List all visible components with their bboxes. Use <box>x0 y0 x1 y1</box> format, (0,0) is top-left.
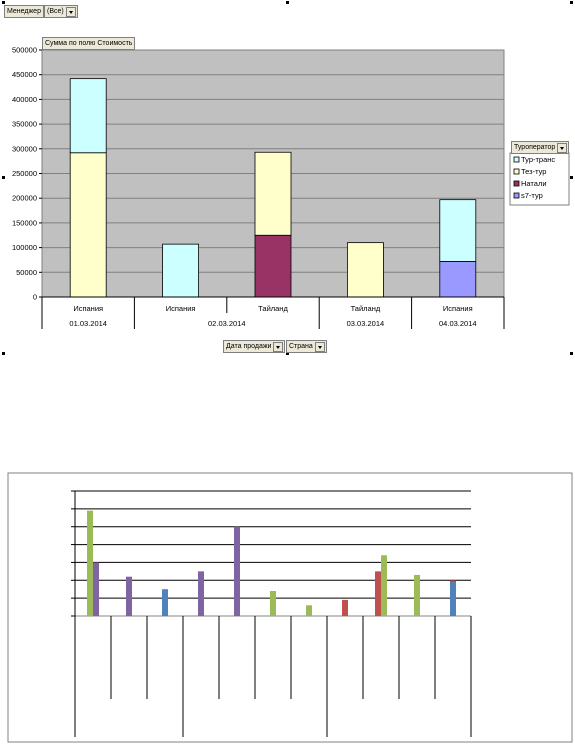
x-category-label: Испания <box>443 304 473 313</box>
chevron-down-icon[interactable] <box>314 342 325 352</box>
data-field-button[interactable]: Сумма по полю Стоимость <box>42 37 136 50</box>
x-group-label: 03.03.2014 <box>347 319 385 328</box>
chevron-down-icon[interactable] <box>557 143 568 153</box>
y-tick-label: 300000 <box>12 144 37 153</box>
x-axis: Испания Испания Тайланд Тайланд Испания 01.03… <box>41 296 505 329</box>
legend-swatch <box>513 156 520 163</box>
y-tick-label: 0 <box>33 293 37 302</box>
bar-segment[interactable] <box>439 261 477 298</box>
selection-handle[interactable] <box>286 352 289 355</box>
manager-field-label: Менеджер <box>7 8 41 15</box>
legend-label: Тез-тур <box>521 167 546 176</box>
selection-handle[interactable] <box>2 352 5 355</box>
x-axis <box>74 616 472 737</box>
sale-date-field-label: Дата продажи <box>226 343 272 350</box>
bar[interactable] <box>126 576 132 616</box>
bars <box>69 78 477 298</box>
bar[interactable] <box>342 599 348 616</box>
bar[interactable] <box>375 571 381 616</box>
manager-field-button[interactable]: Менеджер <box>4 5 44 18</box>
selection-handle[interactable] <box>286 1 289 4</box>
bar[interactable] <box>270 591 276 616</box>
bar[interactable] <box>381 555 387 616</box>
y-tick-label: 150000 <box>12 218 37 227</box>
selection-handle[interactable] <box>2 1 5 4</box>
legend-swatch <box>513 192 520 199</box>
data-field-label: Сумма по полю Стоимость <box>45 40 133 47</box>
legend-field-label: Туроператор <box>514 144 556 151</box>
bar-segment[interactable] <box>254 151 292 236</box>
country-field-button[interactable]: Страна <box>286 340 327 353</box>
bar[interactable] <box>414 574 420 616</box>
legend-swatch <box>513 180 520 187</box>
legend-swatch <box>513 168 520 175</box>
manager-filter-value: (Все) <box>47 8 64 15</box>
x-group-label: 01.03.2014 <box>69 319 107 328</box>
x-category-label: Тайланд <box>258 304 288 313</box>
y-tick-label: 350000 <box>12 120 37 129</box>
chart-area[interactable] <box>7 472 573 743</box>
selection-handle[interactable] <box>570 1 573 4</box>
bar-segment[interactable] <box>69 78 107 154</box>
bar[interactable] <box>162 589 168 616</box>
column-chart <box>7 472 573 743</box>
selection-handle[interactable] <box>2 176 5 179</box>
bar[interactable] <box>306 605 312 616</box>
y-tick-label: 100000 <box>12 243 37 252</box>
legend-field-button[interactable]: Туроператор <box>511 141 570 154</box>
x-category-label: Испания <box>73 304 103 313</box>
y-tick-label: 450000 <box>12 70 37 79</box>
bar[interactable] <box>93 562 99 616</box>
y-tick-label: 50000 <box>16 268 37 277</box>
selection-handles <box>2 1 573 355</box>
bars <box>87 510 456 616</box>
y-tick-label: 400000 <box>12 95 37 104</box>
bar-segment[interactable] <box>254 234 292 298</box>
y-tick-label: 250000 <box>12 169 37 178</box>
bar[interactable] <box>234 526 240 616</box>
legend-label: Натали <box>521 179 547 188</box>
bar[interactable] <box>198 571 204 616</box>
x-category-label: Тайланд <box>351 304 381 313</box>
x-group-label: 04.03.2014 <box>439 319 477 328</box>
legend: Тур-транс Тез-тур Натали s7-тур <box>509 152 570 206</box>
bar[interactable] <box>450 582 456 616</box>
x-group-label: 02.03.2014 <box>208 319 246 328</box>
bar-segment[interactable] <box>162 243 200 298</box>
bar-segment[interactable] <box>346 242 384 298</box>
legend-box <box>509 152 570 206</box>
bar[interactable] <box>87 510 93 616</box>
chevron-down-icon[interactable] <box>273 342 284 352</box>
pivot-chart: 0 50000 100000 150000 200000 250000 300000 3500… <box>2 1 573 355</box>
bar-segment[interactable] <box>439 199 477 262</box>
legend-label: s7-тур <box>521 191 543 200</box>
country-field-label: Страна <box>289 343 313 350</box>
manager-filter-dropdown[interactable]: (Все) <box>44 5 78 18</box>
y-tick-label: 500000 <box>12 46 37 55</box>
x-category-label: Испания <box>166 304 196 313</box>
y-axis-ticks: 0 50000 100000 150000 200000 250000 300000 3500… <box>12 46 42 302</box>
selection-handle[interactable] <box>570 176 573 179</box>
bar-segment[interactable] <box>69 152 107 298</box>
selection-handle[interactable] <box>570 352 573 355</box>
gridlines <box>42 49 504 273</box>
y-tick-label: 200000 <box>12 194 37 203</box>
sale-date-field-button[interactable]: Дата продажи <box>223 340 286 353</box>
legend-label: Тур-транс <box>521 155 555 164</box>
chevron-down-icon[interactable] <box>65 7 76 17</box>
